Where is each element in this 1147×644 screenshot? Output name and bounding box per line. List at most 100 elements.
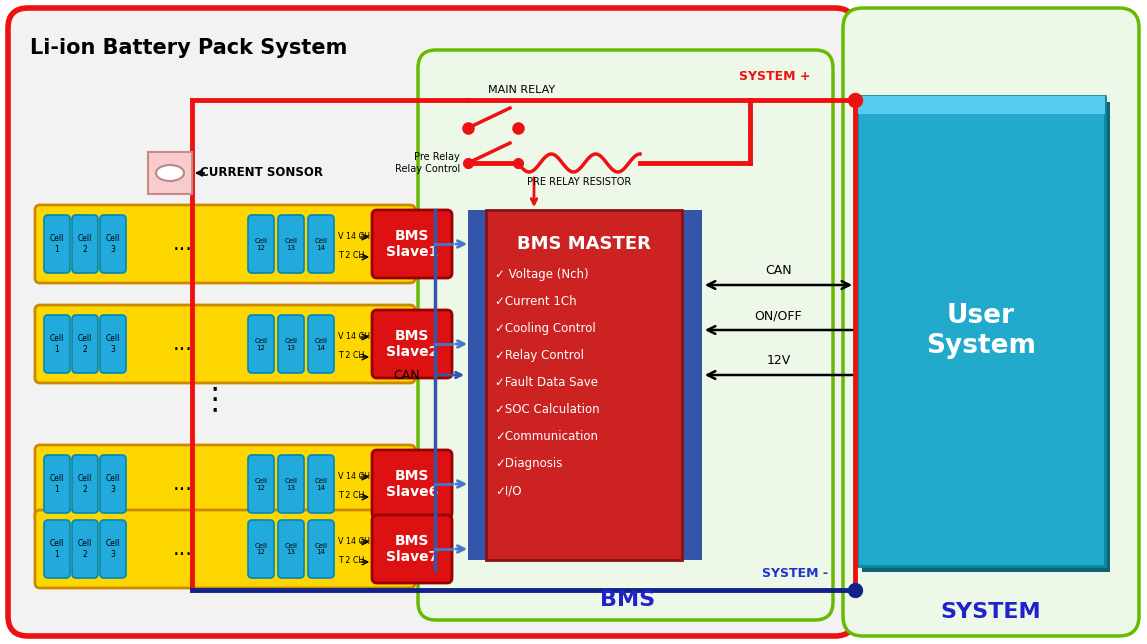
FancyBboxPatch shape [418, 50, 833, 620]
Text: ✓SOC Calculation: ✓SOC Calculation [496, 403, 600, 416]
FancyBboxPatch shape [248, 520, 274, 578]
Text: ✓Cooling Control: ✓Cooling Control [496, 322, 595, 335]
Text: T 2 CH: T 2 CH [338, 351, 365, 360]
Text: BMS: BMS [600, 590, 656, 610]
FancyBboxPatch shape [44, 455, 70, 513]
FancyBboxPatch shape [72, 455, 97, 513]
Text: V 14 CH: V 14 CH [338, 472, 370, 481]
Text: ⋮: ⋮ [200, 386, 231, 415]
Text: MAIN RELAY: MAIN RELAY [487, 85, 555, 95]
Text: ✓Relay Control: ✓Relay Control [496, 349, 584, 362]
Text: Cell
3: Cell 3 [106, 334, 120, 354]
Text: Pre Relay
Relay Control: Pre Relay Relay Control [395, 152, 460, 174]
Text: ...: ... [173, 539, 193, 559]
FancyBboxPatch shape [309, 315, 334, 373]
FancyBboxPatch shape [44, 520, 70, 578]
Text: PRE RELAY RESISTOR: PRE RELAY RESISTOR [526, 177, 631, 187]
FancyBboxPatch shape [72, 520, 97, 578]
Text: SYSTEM +: SYSTEM + [740, 70, 811, 83]
Text: Cell
2: Cell 2 [78, 539, 92, 559]
Text: ✓I/O: ✓I/O [496, 484, 522, 497]
FancyBboxPatch shape [8, 8, 855, 636]
Text: ...: ... [173, 234, 193, 254]
Text: Li-ion Battery Pack System: Li-ion Battery Pack System [30, 38, 348, 58]
FancyBboxPatch shape [44, 215, 70, 273]
Bar [857, 96, 1105, 566]
Text: T 2 CH: T 2 CH [338, 556, 365, 565]
FancyBboxPatch shape [248, 455, 274, 513]
Text: Cell
12: Cell 12 [255, 477, 267, 491]
Text: Cell
13: Cell 13 [284, 477, 297, 491]
FancyBboxPatch shape [100, 520, 126, 578]
FancyBboxPatch shape [100, 315, 126, 373]
Text: Cell
2: Cell 2 [78, 474, 92, 494]
FancyBboxPatch shape [278, 455, 304, 513]
Text: V 14 CH: V 14 CH [338, 537, 370, 546]
FancyBboxPatch shape [372, 210, 452, 278]
Text: ✓Diagnosis: ✓Diagnosis [496, 457, 562, 470]
Text: Cell
14: Cell 14 [314, 337, 328, 350]
Text: SYSTEM -: SYSTEM - [762, 567, 828, 580]
FancyBboxPatch shape [36, 205, 415, 283]
Text: 12V: 12V [766, 354, 790, 367]
Bar [857, 96, 1105, 114]
Text: BMS
Slave6: BMS Slave6 [385, 469, 438, 499]
Text: BMS
Slave7: BMS Slave7 [385, 534, 438, 564]
Text: Cell
14: Cell 14 [314, 238, 328, 251]
FancyBboxPatch shape [36, 445, 415, 523]
FancyBboxPatch shape [843, 8, 1139, 636]
Text: Cell
1: Cell 1 [49, 474, 64, 494]
Text: Cell
1: Cell 1 [49, 539, 64, 559]
Text: CURRENT SONSOR: CURRENT SONSOR [200, 166, 323, 179]
Text: BMS MASTER: BMS MASTER [517, 235, 651, 253]
Bar [486, 210, 682, 560]
Text: Cell
2: Cell 2 [78, 234, 92, 254]
Text: Cell
12: Cell 12 [255, 542, 267, 556]
Text: Cell
13: Cell 13 [284, 238, 297, 251]
Text: ...: ... [173, 474, 193, 494]
Text: ✓Communication: ✓Communication [496, 430, 598, 443]
Text: V 14 CH: V 14 CH [338, 332, 370, 341]
Text: ✓ Voltage (Nch): ✓ Voltage (Nch) [496, 268, 588, 281]
Text: Cell
12: Cell 12 [255, 238, 267, 251]
FancyBboxPatch shape [372, 450, 452, 518]
Text: T 2 CH: T 2 CH [338, 251, 365, 260]
Text: Cell
14: Cell 14 [314, 477, 328, 491]
FancyBboxPatch shape [309, 215, 334, 273]
Text: SYSTEM: SYSTEM [941, 602, 1041, 622]
Text: CAN: CAN [765, 264, 791, 277]
Text: BMS
Slave2: BMS Slave2 [385, 329, 438, 359]
FancyBboxPatch shape [309, 520, 334, 578]
Text: ✓Current 1Ch: ✓Current 1Ch [496, 295, 577, 308]
FancyBboxPatch shape [248, 315, 274, 373]
Text: Cell
14: Cell 14 [314, 542, 328, 556]
Text: Cell
2: Cell 2 [78, 334, 92, 354]
FancyBboxPatch shape [36, 305, 415, 383]
Text: T 2 CH: T 2 CH [338, 491, 365, 500]
FancyBboxPatch shape [44, 315, 70, 373]
Text: Cell
12: Cell 12 [255, 337, 267, 350]
Text: User
System: User System [926, 303, 1036, 359]
Text: Cell
1: Cell 1 [49, 334, 64, 354]
FancyBboxPatch shape [372, 515, 452, 583]
Text: Cell
13: Cell 13 [284, 542, 297, 556]
Text: Cell
3: Cell 3 [106, 234, 120, 254]
FancyBboxPatch shape [278, 215, 304, 273]
Text: Cell
1: Cell 1 [49, 234, 64, 254]
FancyBboxPatch shape [72, 315, 97, 373]
Text: Cell
13: Cell 13 [284, 337, 297, 350]
FancyBboxPatch shape [72, 215, 97, 273]
FancyBboxPatch shape [100, 455, 126, 513]
Text: Cell
3: Cell 3 [106, 539, 120, 559]
Text: Cell
3: Cell 3 [106, 474, 120, 494]
Ellipse shape [156, 165, 184, 181]
Text: CAN: CAN [393, 368, 420, 381]
Text: ✓Fault Data Save: ✓Fault Data Save [496, 376, 598, 389]
Text: ...: ... [173, 334, 193, 354]
FancyBboxPatch shape [372, 310, 452, 378]
FancyBboxPatch shape [278, 520, 304, 578]
FancyBboxPatch shape [309, 455, 334, 513]
FancyBboxPatch shape [100, 215, 126, 273]
Bar [682, 210, 702, 560]
FancyBboxPatch shape [248, 215, 274, 273]
